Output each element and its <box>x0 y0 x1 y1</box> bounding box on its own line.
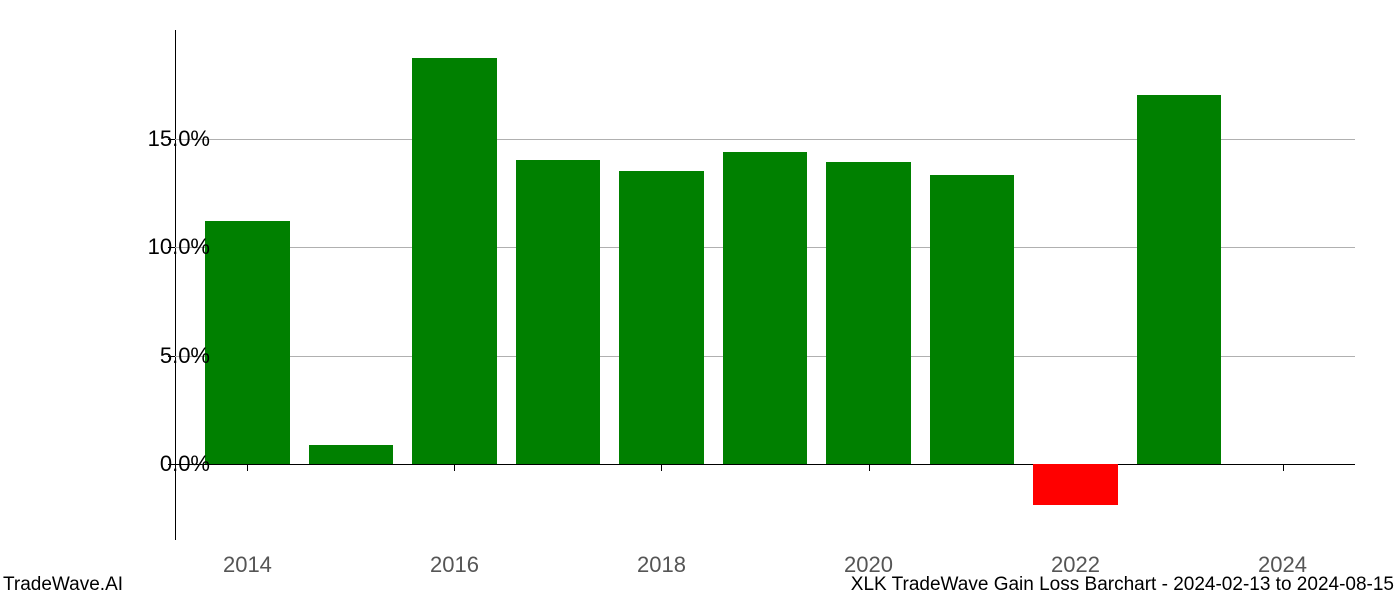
bar-2019 <box>723 152 808 465</box>
plot-region <box>175 30 1355 540</box>
ytick-label: 0.0% <box>110 451 210 477</box>
xtick-mark <box>454 464 455 471</box>
chart-plot-area <box>175 30 1355 540</box>
xtick-label: 2024 <box>1258 552 1307 578</box>
xtick-label: 2022 <box>1051 552 1100 578</box>
bar-2022 <box>1033 464 1118 505</box>
bar-2021 <box>930 175 1015 464</box>
xtick-mark <box>661 464 662 471</box>
ytick-label: 15.0% <box>110 126 210 152</box>
bar-2020 <box>826 162 911 464</box>
xtick-label: 2020 <box>844 552 893 578</box>
bar-2017 <box>516 160 601 464</box>
bar-2018 <box>619 171 704 464</box>
xtick-label: 2014 <box>223 552 272 578</box>
xtick-mark <box>1283 464 1284 471</box>
zero-gridline <box>175 464 1355 465</box>
ytick-label: 5.0% <box>110 343 210 369</box>
bar-2014 <box>205 221 290 464</box>
bar-2016 <box>412 58 497 464</box>
xtick-label: 2016 <box>430 552 479 578</box>
footer-caption: XLK TradeWave Gain Loss Barchart - 2024-… <box>851 574 1394 596</box>
xtick-mark <box>869 464 870 471</box>
ytick-label: 10.0% <box>110 234 210 260</box>
footer-brand: TradeWave.AI <box>3 574 123 596</box>
bar-2023 <box>1137 95 1222 464</box>
xtick-label: 2018 <box>637 552 686 578</box>
xtick-mark <box>247 464 248 471</box>
bar-2015 <box>309 445 394 465</box>
